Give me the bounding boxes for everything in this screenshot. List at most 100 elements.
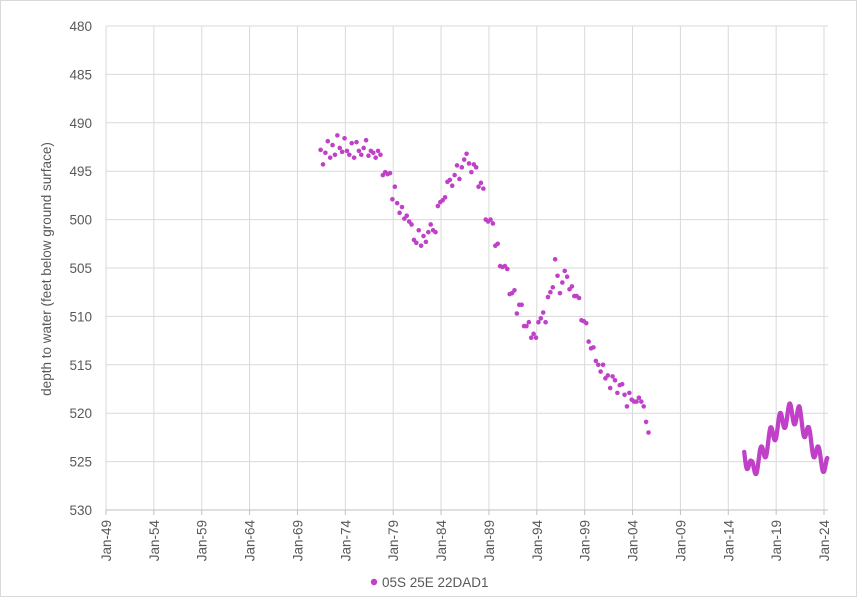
data-point [576, 295, 582, 301]
data-point [387, 170, 393, 176]
data-point [545, 294, 551, 300]
data-points [318, 133, 830, 477]
data-point [447, 177, 453, 183]
data-point [327, 155, 333, 160]
data-point [397, 210, 402, 216]
data-point [504, 266, 510, 272]
data-point [344, 148, 350, 154]
data-point [416, 227, 422, 233]
data-point [639, 399, 644, 404]
data-point [323, 150, 328, 156]
data-point [569, 284, 575, 289]
data-point [595, 362, 601, 368]
x-tick-label: Jan-74 [338, 520, 353, 562]
data-point [337, 145, 343, 151]
data-point [356, 148, 362, 154]
data-point [435, 203, 441, 209]
y-tick-label: 530 [69, 503, 92, 518]
data-point [531, 331, 536, 337]
y-tick-labels: 480 485 490 495 500 505 510 515 520 525 530 [69, 19, 92, 518]
data-point [325, 138, 331, 144]
data-point [414, 240, 419, 246]
data-point [636, 395, 642, 401]
data-point [473, 165, 479, 170]
data-point [373, 155, 378, 160]
data-point [452, 172, 457, 178]
data-point [533, 335, 539, 340]
data-point [605, 373, 611, 378]
data-point [428, 222, 434, 227]
data-point [583, 320, 589, 326]
x-tick-label: Jan-94 [530, 520, 545, 562]
y-tick-label: 500 [69, 213, 92, 228]
data-point [557, 290, 563, 296]
data-point [392, 184, 398, 189]
data-point [418, 243, 424, 249]
data-point [404, 213, 410, 219]
data-point [622, 392, 627, 398]
data-point [349, 140, 355, 146]
y-tick-label: 480 [69, 19, 92, 34]
data-point [600, 362, 606, 368]
data-point [454, 163, 460, 168]
data-point [378, 152, 383, 158]
data-point [461, 157, 467, 162]
data-point [598, 369, 603, 374]
y-tick-label: 495 [69, 164, 92, 179]
data-point [627, 390, 632, 396]
x-tick-label: Jan-54 [147, 520, 162, 562]
data-point [646, 430, 651, 435]
x-tick-label: Jan-99 [578, 520, 593, 561]
data-point [390, 196, 395, 202]
y-tick-label: 515 [69, 358, 92, 373]
x-tick-label: Jan-09 [673, 520, 688, 561]
data-point [612, 377, 618, 383]
x-tick-label: Jan-89 [482, 520, 497, 561]
data-point [332, 152, 338, 158]
data-point [641, 404, 647, 409]
data-point [552, 256, 558, 262]
data-point [476, 184, 481, 189]
data-point [591, 345, 596, 350]
legend-marker [370, 578, 378, 586]
data-point [624, 404, 630, 409]
data-point [354, 139, 359, 145]
data-point [593, 358, 599, 364]
data-point [643, 419, 649, 425]
x-tick-label: Jan-69 [290, 520, 305, 561]
x-tick-label: Jan-79 [386, 520, 401, 561]
y-tick-label: 510 [69, 309, 92, 324]
data-point [409, 222, 414, 227]
data-point [478, 180, 484, 186]
data-point [512, 287, 517, 293]
data-point [615, 390, 620, 396]
y-tick-label: 525 [69, 455, 92, 470]
x-tick-labels: Jan-49 Jan-54 Jan-59 Jan-64 Jan-69 Jan-74 Jan-… [99, 520, 832, 562]
data-point [488, 217, 493, 222]
data-point [351, 155, 357, 160]
data-point [550, 285, 556, 290]
data-point [524, 323, 529, 329]
data-point [634, 399, 639, 404]
y-axis-title: depth to water (feet below ground surfac… [39, 142, 54, 396]
data-point [399, 204, 405, 210]
data-point [481, 186, 486, 191]
data-point [514, 311, 520, 316]
data-point [449, 183, 455, 189]
data-point [330, 142, 335, 148]
data-point [536, 319, 541, 325]
data-point [466, 161, 472, 166]
data-point [619, 381, 625, 387]
data-point [318, 147, 323, 153]
data-point [426, 229, 431, 235]
data-point [342, 135, 347, 141]
y-tick-label: 485 [69, 67, 92, 82]
x-tick-label: Jan-24 [817, 520, 832, 562]
data-point [457, 176, 462, 182]
data-point [459, 165, 465, 170]
x-tick-label: Jan-59 [195, 520, 210, 561]
data-point [519, 302, 524, 308]
data-point [560, 280, 565, 285]
